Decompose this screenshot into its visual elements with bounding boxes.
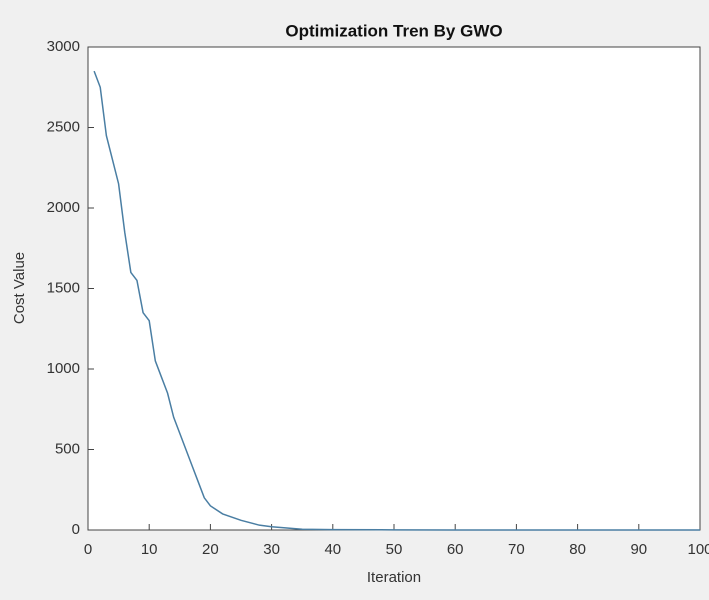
chart: Optimization Tren By GWO Iteration Cost … [0, 0, 709, 600]
y-tick-label: 1500 [47, 279, 80, 296]
x-tick-label: 0 [84, 541, 92, 558]
x-tick-label: 30 [263, 541, 280, 558]
x-axis-label: Iteration [367, 569, 421, 586]
x-tick-label: 90 [630, 541, 647, 558]
x-tick-label: 40 [324, 541, 341, 558]
page: Optimization Tren By GWO Iteration Cost … [0, 0, 709, 600]
x-tick-label: 60 [447, 541, 464, 558]
x-tick-label: 70 [508, 541, 525, 558]
chart-title: Optimization Tren By GWO [285, 21, 502, 40]
y-axis-label: Cost Value [11, 252, 28, 324]
y-tick-label: 2500 [47, 118, 80, 135]
x-tick-label: 80 [569, 541, 586, 558]
plot-area [88, 47, 700, 530]
x-tick-label: 50 [386, 541, 403, 558]
y-tick-label: 0 [72, 521, 80, 538]
y-tick-label: 1000 [47, 360, 80, 377]
y-tick-label: 2000 [47, 199, 80, 216]
y-tick-label: 3000 [47, 38, 80, 55]
y-tick-label: 500 [55, 440, 80, 457]
x-tick-label: 10 [141, 541, 158, 558]
x-tick-label: 100 [687, 541, 709, 558]
x-tick-label: 20 [202, 541, 219, 558]
